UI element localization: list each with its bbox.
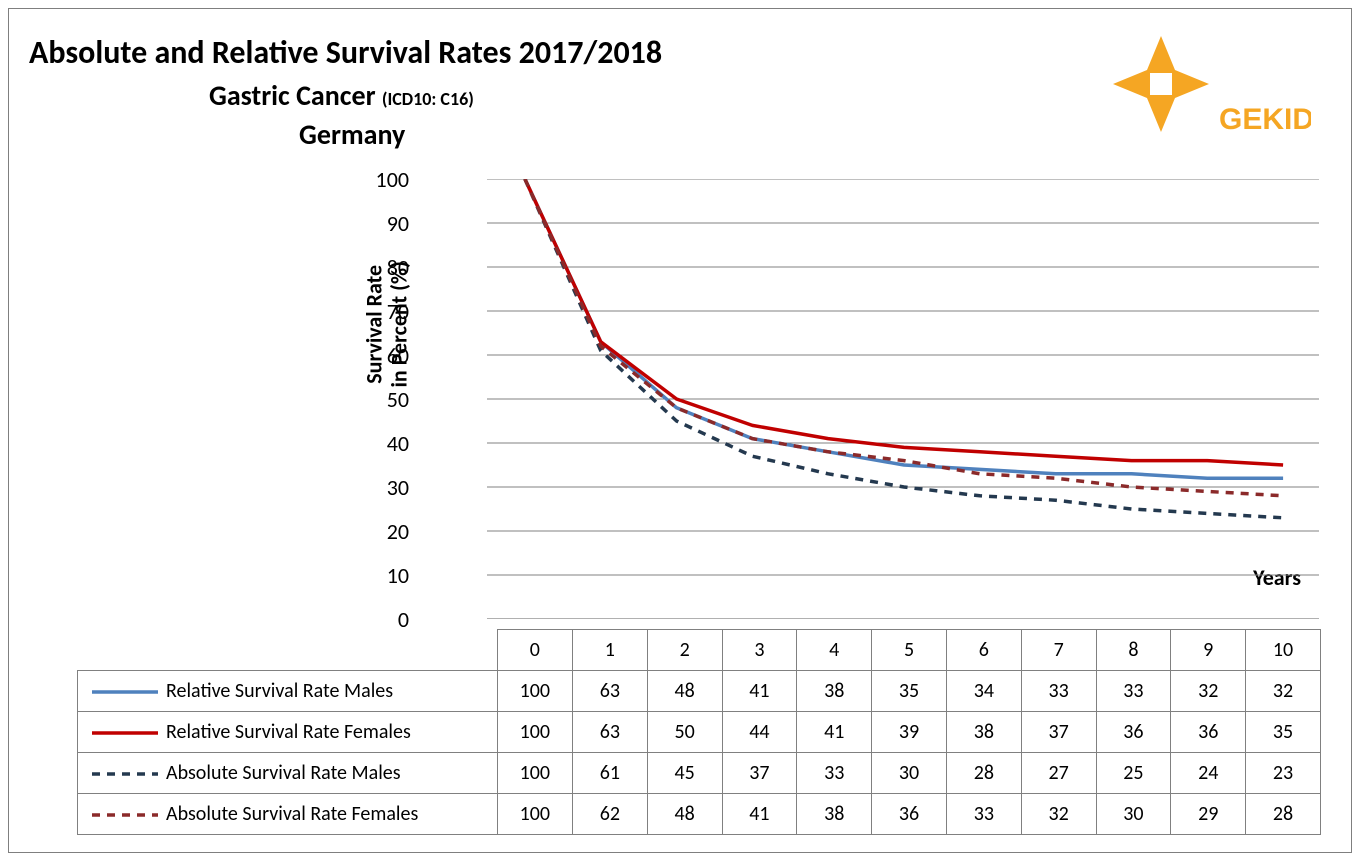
data-cell: 33 [1021,671,1096,712]
data-cell: 61 [572,753,647,794]
title-block: Absolute and Relative Survival Rates 201… [29,33,929,152]
data-cell: 48 [647,671,722,712]
legend-abs_m: Absolute Survival Rate Males [78,753,498,794]
x-tick: 3 [722,630,797,671]
table-row: Relative Survival Rate Males100634841383… [78,671,1321,712]
data-cell: 35 [1246,712,1321,753]
y-tick: 50 [349,386,409,413]
data-cell: 100 [497,671,572,712]
x-tick: 9 [1171,630,1246,671]
chart-series [525,179,1283,518]
data-cell: 41 [797,712,872,753]
data-cell: 28 [946,753,1021,794]
data-cell: 23 [1246,753,1321,794]
data-cell: 32 [1021,794,1096,835]
table-row: Absolute Survival Rate Females1006248413… [78,794,1321,835]
data-cell: 30 [872,753,947,794]
data-cell: 32 [1246,671,1321,712]
data-cell: 48 [647,794,722,835]
y-tick: 30 [349,474,409,501]
data-cell: 63 [572,671,647,712]
data-cell: 34 [946,671,1021,712]
x-tick: 4 [797,630,872,671]
y-tick: 100 [349,166,409,193]
data-cell: 44 [722,712,797,753]
chart-grid [487,179,1319,619]
data-cell: 38 [797,671,872,712]
legend-label: Relative Survival Rate Males [166,679,393,703]
legend-label: Absolute Survival Rate Females [166,802,418,826]
x-tick: 6 [946,630,1021,671]
data-cell: 30 [1096,794,1171,835]
data-cell: 37 [722,753,797,794]
chart-frame: Absolute and Relative Survival Rates 201… [8,8,1352,853]
data-cell: 45 [647,753,722,794]
data-cell: 32 [1171,671,1246,712]
y-tick: 0 [349,606,409,633]
x-tick: 10 [1246,630,1321,671]
data-cell: 29 [1171,794,1246,835]
x-tick: 8 [1096,630,1171,671]
gekid-logo: GEKID [1051,29,1311,159]
series-abs_m [525,179,1283,518]
chart-title: Absolute and Relative Survival Rates 201… [29,33,929,72]
table-row: Absolute Survival Rate Males 100614537333… [78,753,1321,794]
subtitle-icd: (ICD10: C16) [382,88,474,110]
data-cell: 62 [572,794,647,835]
legend-abs_f: Absolute Survival Rate Females [78,794,498,835]
data-cell: 27 [1021,753,1096,794]
data-cell: 100 [497,753,572,794]
series-rel_m [525,179,1283,478]
chart-subtitle: Gastric Cancer (ICD10: C16) [29,78,929,113]
subtitle-main: Gastric Cancer [209,78,382,113]
table-row: Relative Survival Rate Females 1006350444… [78,712,1321,753]
data-cell: 25 [1096,753,1171,794]
legend-rel_f: Relative Survival Rate Females [78,712,498,753]
y-tick: 90 [349,210,409,237]
y-tick: 70 [349,298,409,325]
survival-data-table: 012345678910Relative Survival Rate Males… [77,629,1321,835]
data-cell: 33 [797,753,872,794]
data-cell: 36 [872,794,947,835]
y-tick: 60 [349,342,409,369]
data-cell: 41 [722,671,797,712]
data-cell: 100 [497,794,572,835]
x-tick: 7 [1021,630,1096,671]
data-cell: 24 [1171,753,1246,794]
data-cell: 38 [797,794,872,835]
logo-text: GEKID [1219,103,1311,136]
legend-label: Absolute Survival Rate Males [166,761,401,785]
legend-label: Relative Survival Rate Females [166,720,411,744]
data-cell: 33 [946,794,1021,835]
y-tick: 80 [349,254,409,281]
data-cell: 28 [1246,794,1321,835]
data-cell: 41 [722,794,797,835]
data-cell: 39 [872,712,947,753]
y-tick: 40 [349,430,409,457]
data-cell: 33 [1096,671,1171,712]
y-tick: 20 [349,518,409,545]
data-cell: 50 [647,712,722,753]
survival-line-chart [389,179,1319,619]
legend-rel_m: Relative Survival Rate Males [78,671,498,712]
data-cell: 100 [497,712,572,753]
x-tick: 1 [572,630,647,671]
x-tick: 0 [497,630,572,671]
chart-country: Germany [29,117,929,152]
data-cell: 36 [1096,712,1171,753]
data-cell: 38 [946,712,1021,753]
data-cell: 63 [572,712,647,753]
data-cell: 35 [872,671,947,712]
x-tick: 2 [647,630,722,671]
x-tick: 5 [872,630,947,671]
data-cell: 37 [1021,712,1096,753]
series-rel_f [525,179,1283,465]
y-tick: 10 [349,562,409,589]
data-cell: 36 [1171,712,1246,753]
